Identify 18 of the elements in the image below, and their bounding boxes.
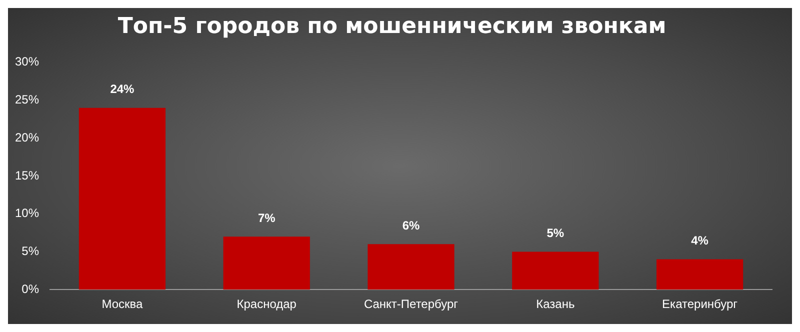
data-label: 5% <box>546 226 564 240</box>
data-label: 24% <box>110 82 135 96</box>
y-tick-label: 5% <box>22 244 40 258</box>
x-tick-label: Екатеринбург <box>662 297 738 312</box>
data-label: 7% <box>258 210 276 225</box>
x-tick-label: Москва <box>102 297 144 312</box>
x-tick-label: Санкт-Петербург <box>364 297 459 312</box>
chart-title: Топ-5 городов по мошенническим звонкам <box>118 14 666 39</box>
data-label: 4% <box>691 234 709 248</box>
y-tick-label: 25% <box>14 92 40 107</box>
y-tick-label: 15% <box>14 168 40 182</box>
y-tick-label: 0% <box>22 282 40 296</box>
x-tick-label: Краснодар <box>236 297 297 312</box>
y-tick-label: 10% <box>14 206 40 220</box>
x-tick-label: Казань <box>536 297 575 312</box>
y-tick-label: 30% <box>14 54 40 69</box>
data-label: 6% <box>402 218 420 232</box>
y-tick-label: 20% <box>14 130 40 144</box>
